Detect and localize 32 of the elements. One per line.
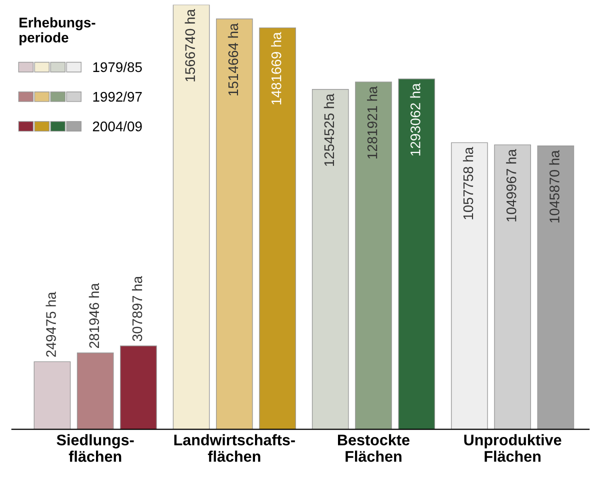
bar xyxy=(451,142,488,430)
bar xyxy=(34,361,71,430)
bar xyxy=(76,352,114,430)
data-label: 1293062 ha xyxy=(410,83,420,156)
x-tick-label: Bestockte Flächen xyxy=(338,434,410,462)
legend-label: 2004/09 xyxy=(92,121,142,132)
bar xyxy=(494,144,531,430)
bar xyxy=(355,82,392,430)
bar xyxy=(216,18,253,430)
data-label: 1045870 ha xyxy=(549,150,560,222)
legend-label: 1992/97 xyxy=(93,92,142,102)
legend-label: 1979/85 xyxy=(93,62,142,72)
data-label: 1049967 ha xyxy=(506,149,516,222)
data-label: 1481669 ha xyxy=(271,32,282,104)
bar xyxy=(259,27,296,430)
data-label: 1254525 ha xyxy=(324,94,334,166)
bar xyxy=(398,78,436,430)
data-label: 1514664 ha xyxy=(228,23,238,96)
x-tick-label: Unproduktive Flächen xyxy=(464,434,562,462)
data-label: 1281921 ha xyxy=(367,86,378,158)
x-tick-label: Landwirtschafts- flächen xyxy=(174,434,295,462)
x-tick-label: Siedlungs- flächen xyxy=(56,434,134,462)
data-label: 1566740 ha xyxy=(184,9,196,82)
bar xyxy=(120,346,157,430)
bar xyxy=(537,146,574,430)
bar xyxy=(172,4,210,430)
data-label: 307897 ha xyxy=(132,276,142,342)
data-label: 1057758 ha xyxy=(462,146,474,220)
legend-title: Erhebungs- periode xyxy=(20,17,96,46)
bar xyxy=(312,89,349,430)
data-label: 249475 ha xyxy=(46,292,56,357)
data-label: 281946 ha xyxy=(88,283,100,348)
